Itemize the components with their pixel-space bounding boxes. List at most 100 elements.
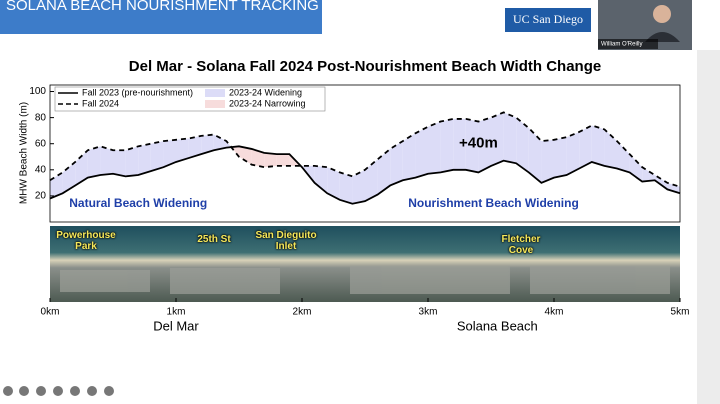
widening-area [339,172,353,204]
y-tick-label: 80 [35,112,47,123]
tool-icon[interactable] [104,386,114,396]
widening-area [213,134,227,151]
widening-area [188,135,202,159]
x-tick-label: 2km [293,307,312,318]
photo-label: 25th St [197,234,231,245]
annotation: +40m [459,135,498,152]
legend-label: Fall 2024 [82,98,119,108]
widening-area [503,112,517,164]
widening-area [163,139,176,168]
tool-icon[interactable] [3,386,13,396]
widening-area [528,128,542,183]
tool-icon[interactable] [36,386,46,396]
widening-area [377,148,391,195]
photo-texture [60,266,670,294]
widening-area [642,167,655,182]
narrowing-area [276,154,290,166]
widening-area [554,137,567,178]
series-line [49,145,681,205]
widening-area [428,121,441,174]
plot-frame [49,84,681,223]
annotation: Nourishment Beach Widening [408,196,579,210]
widening-area [87,146,101,178]
photo-label: San Dieguito Inlet [255,230,317,252]
y-tick-label: 100 [29,86,46,97]
y-axis-label: MHW Beach Width (m) [19,102,30,204]
x-tick-label: 1km [167,307,186,318]
widening-area [402,133,416,181]
widening-area [390,141,403,186]
logo-box [505,8,591,32]
widening-area [604,129,617,169]
widening-area [176,138,189,162]
widening-area [478,117,491,173]
header-title: SOLANA BEACH NOURISHMENT TRACKING [6,0,319,14]
region-label: Solana Beach [457,318,538,333]
widening-area [415,126,428,178]
widening-area [352,169,365,204]
side-strip [697,50,720,404]
x-tick-label: 0km [41,307,60,318]
widening-area [150,141,164,172]
tool-icon[interactable] [53,386,63,396]
region-label: Del Mar [153,318,199,333]
widening-area [440,118,454,173]
tool-icon[interactable] [19,386,29,396]
widening-area [327,167,340,200]
series-line [49,111,681,188]
widening-area [75,150,88,186]
widening-area [314,165,328,194]
tool-icon[interactable] [87,386,97,396]
widening-area [617,141,630,173]
widening-area [465,118,479,173]
legend-swatch [205,100,225,108]
widening-area [113,150,126,177]
narrowing-area [264,152,277,168]
legend-swatch [205,89,225,97]
narrowing-area [239,146,252,165]
widening-area [201,134,214,155]
logo: UC San Diego [513,12,583,26]
photo-town [530,266,670,294]
legend-label: 2023-24 Narrowing [229,98,306,108]
y-tick-label: 40 [35,164,47,175]
photo-town [350,266,510,294]
chart-title: Del Mar - Solana Fall 2024 Post-Nourishm… [129,58,601,75]
tool-icon[interactable] [70,386,80,396]
widening-area [491,112,504,166]
widening-area [591,125,605,166]
widening-area [566,131,580,176]
widening-area [138,143,151,176]
y-tick-label: 60 [35,138,47,149]
widening-area [100,146,113,176]
legend-box [54,86,326,112]
annotation: Natural Beach Widening [69,196,207,210]
narrowing-area [251,148,265,168]
photo-town [60,270,150,292]
widening-area [365,159,378,202]
y-tick-label: 20 [35,191,47,202]
x-tick-label: 5km [671,307,690,318]
video-name-bg [598,39,658,49]
photo-label: Fletcher Cove [501,234,541,256]
toolbar [3,386,114,396]
photo-town [170,268,280,294]
widening-area [516,117,529,173]
x-tick-label: 3km [419,307,438,318]
widening-area [125,146,139,177]
widening-area [62,161,76,194]
video-name: William O'Reilly [601,42,642,48]
widening-area [667,182,680,194]
photo-label: Powerhouse Park [56,230,116,252]
video-person [653,5,671,23]
widening-area [453,118,466,170]
widening-area [579,125,592,169]
title-banner [0,0,322,34]
x-tick-label: 4km [545,307,564,318]
legend-label: 2023-24 Widening [229,87,302,97]
legend-label: Fall 2023 (pre-nourishment) [82,87,193,97]
widening-area [541,139,554,183]
widening-area [654,175,668,190]
